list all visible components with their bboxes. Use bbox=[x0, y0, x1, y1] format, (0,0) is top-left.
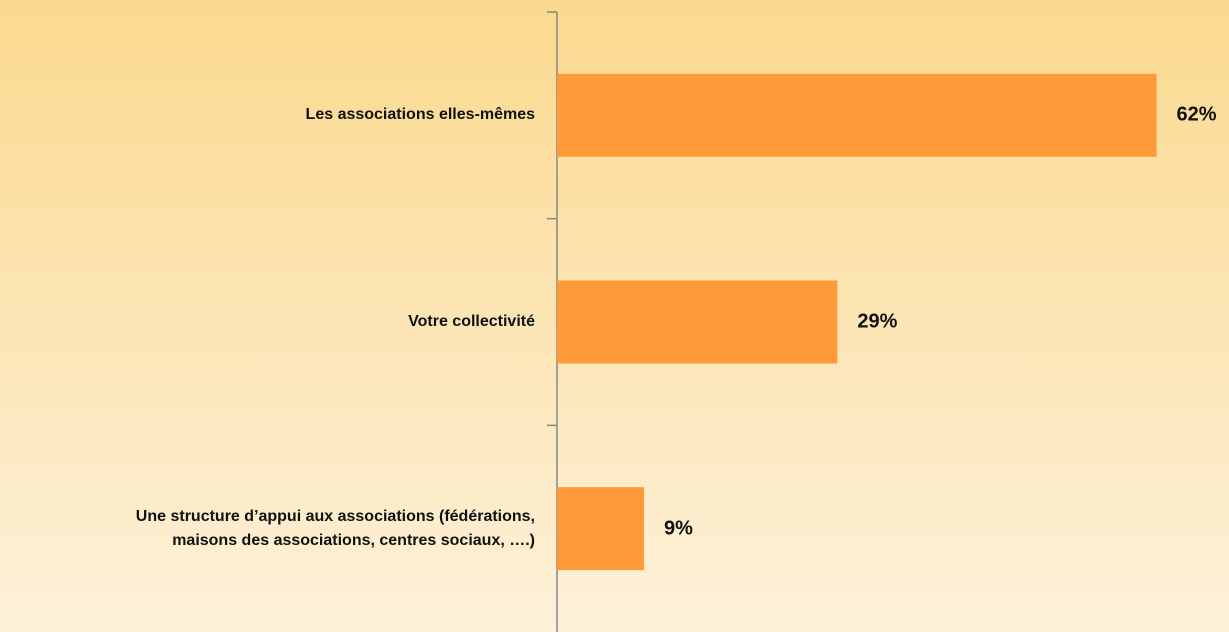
value-label: 62% bbox=[1176, 103, 1217, 126]
category-label: Votre collectivité bbox=[408, 313, 535, 330]
category-label: Une structure d’appui aux associations (… bbox=[135, 507, 535, 549]
bar bbox=[557, 280, 838, 364]
value-label: 9% bbox=[664, 517, 693, 540]
bar bbox=[557, 487, 645, 571]
value-label: 29% bbox=[857, 310, 898, 333]
bar bbox=[557, 73, 1157, 157]
category-label: Les associations elles-mêmes bbox=[305, 106, 535, 124]
